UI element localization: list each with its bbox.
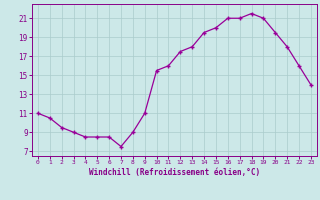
X-axis label: Windchill (Refroidissement éolien,°C): Windchill (Refroidissement éolien,°C) [89,168,260,177]
